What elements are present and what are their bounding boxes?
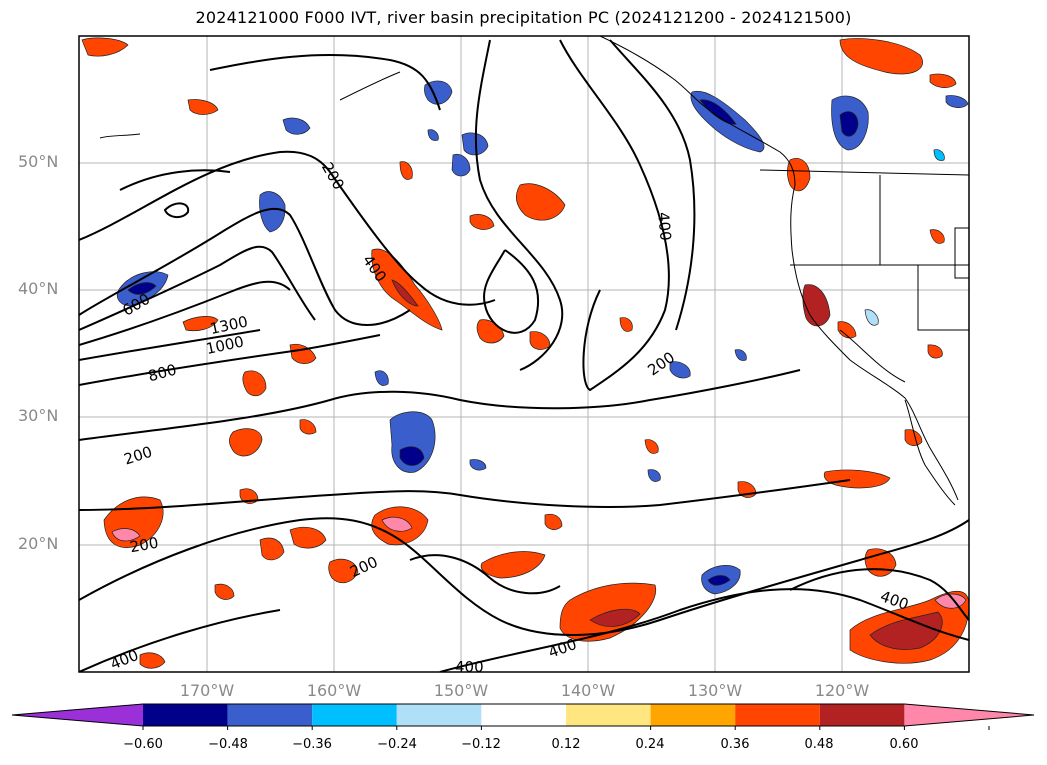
lat-label: 40°N bbox=[18, 279, 59, 298]
lat-label: 30°N bbox=[18, 406, 59, 425]
contour-label: 400 bbox=[455, 658, 484, 676]
colorbar-segment bbox=[143, 704, 228, 726]
colorbar-tick-label: 0.36 bbox=[720, 737, 750, 752]
colorbar-segments bbox=[11, 703, 1035, 727]
lon-label: 140°W bbox=[560, 681, 616, 700]
colorbar-tick-label: 0.48 bbox=[804, 737, 834, 752]
colorbar-segment bbox=[396, 704, 482, 726]
plot-frame bbox=[78, 35, 970, 673]
colorbar-segment bbox=[312, 704, 397, 726]
lon-label: 130°W bbox=[687, 681, 743, 700]
lat-label: 20°N bbox=[18, 534, 59, 553]
colorbar-tick-label: −0.36 bbox=[292, 737, 332, 752]
colorbar-segment bbox=[227, 704, 313, 726]
gridlines bbox=[79, 36, 969, 672]
contour-label: 200 bbox=[128, 534, 159, 557]
colorbar-tick-label: 0.24 bbox=[635, 737, 665, 752]
contour-label: 400 bbox=[654, 211, 674, 241]
lon-label: 150°W bbox=[433, 681, 489, 700]
coastlines bbox=[99, 36, 969, 506]
colorbar-tick-label: 0.60 bbox=[889, 737, 919, 752]
colorbar-tick-label: −0.12 bbox=[461, 737, 501, 752]
colorbar-extend-min bbox=[12, 704, 143, 726]
colorbar-tick-label: −0.48 bbox=[208, 737, 248, 752]
colorbar-tick-label: −0.24 bbox=[377, 737, 417, 752]
lon-label: 170°W bbox=[179, 681, 235, 700]
map-title: 2024121000 F000 IVT, river basin precipi… bbox=[195, 8, 852, 27]
colorbar-tick-label: −0.60 bbox=[123, 737, 163, 752]
lat-label: 50°N bbox=[18, 152, 59, 171]
colorbar-segment bbox=[819, 704, 905, 726]
colorbar-tick-label: 0.12 bbox=[551, 737, 581, 752]
colorbar-segment bbox=[481, 704, 566, 726]
colorbar-segment bbox=[650, 704, 736, 726]
colorbar-segment bbox=[566, 704, 651, 726]
lon-label: 160°W bbox=[306, 681, 362, 700]
colorbar-segment bbox=[735, 704, 820, 726]
colorbar-extend-max bbox=[904, 704, 1034, 726]
precip-negative-areas bbox=[116, 80, 969, 595]
ivt-contours bbox=[79, 39, 969, 672]
lon-label: 120°W bbox=[814, 681, 870, 700]
